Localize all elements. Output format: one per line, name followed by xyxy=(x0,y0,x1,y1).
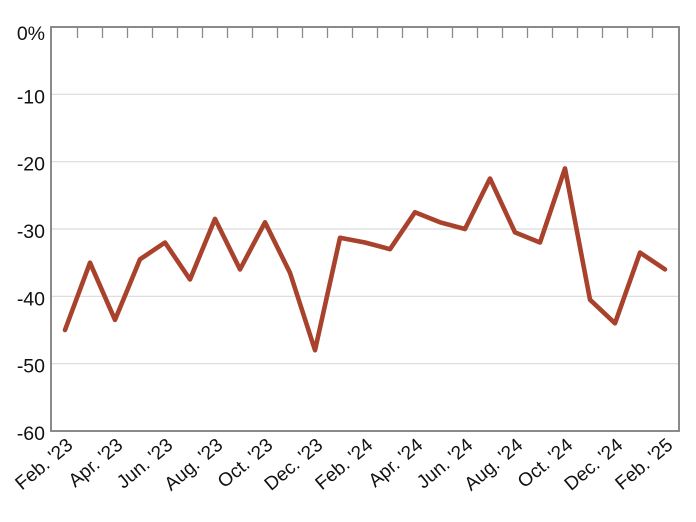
y-axis-label: 0% xyxy=(17,23,45,45)
x-axis-label: Feb. '25 xyxy=(612,435,678,495)
y-axis-label: -60 xyxy=(17,423,45,445)
y-axis-label: -40 xyxy=(17,288,45,310)
y-axis-label: -10 xyxy=(17,86,45,108)
plot-border xyxy=(50,26,680,432)
y-axis-label: -20 xyxy=(17,154,45,176)
data-line xyxy=(62,166,668,353)
x-axis-label: Feb. '24 xyxy=(312,434,378,494)
y-axis-label: -50 xyxy=(17,356,45,378)
y-axis-label: -30 xyxy=(17,221,45,243)
